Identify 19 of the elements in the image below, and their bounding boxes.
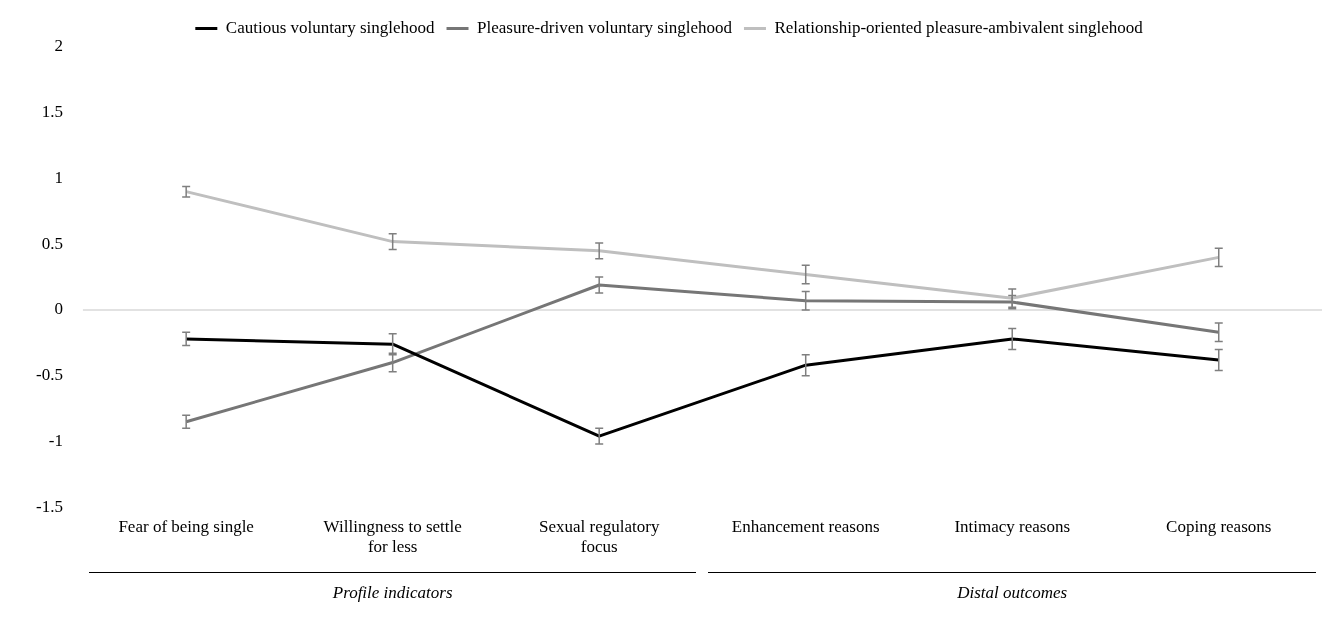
y-tick-label: 0	[54, 299, 63, 319]
y-tick-label: -1.5	[35, 496, 63, 516]
x-tick-label: Sexual regulatory focus	[539, 516, 660, 557]
legend-label: Relationship-oriented pleasure-ambivalent singlehood	[774, 17, 1144, 37]
legend-label: Pleasure-driven voluntary singlehood	[477, 17, 733, 37]
x-tick-label: Coping reasons	[1166, 516, 1272, 536]
y-tick-label: 0.5	[41, 233, 63, 253]
y-tick-label: 1	[54, 167, 63, 187]
text: Profile indicators	[331, 583, 454, 603]
text: Distal outcomes	[956, 583, 1069, 603]
y-tick-label: -1	[48, 430, 63, 450]
y-tick-label: 1.5	[41, 102, 63, 122]
x-tick-label: Fear of being single	[118, 516, 254, 536]
legend-label: Cautious voluntary singlehood	[225, 17, 436, 37]
x-tick-label: Enhancement reasons	[731, 516, 880, 536]
x-tick-label: Intimacy reasons	[954, 516, 1071, 536]
y-tick-label: 2	[54, 36, 63, 56]
x-tick-label: Willingness to settle for less	[323, 516, 462, 557]
y-tick-label: -0.5	[35, 365, 63, 385]
